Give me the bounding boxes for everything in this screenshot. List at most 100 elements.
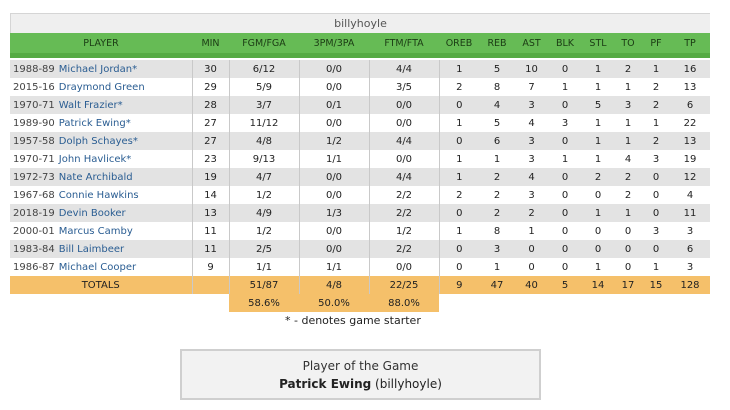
potg-team: (billyhoyle) xyxy=(375,377,442,391)
player-cell: 1989-90 Patrick Ewing* xyxy=(10,114,192,132)
player-name-link[interactable]: Walt Frazier* xyxy=(58,99,123,111)
player-rows: 1988-89 Michael Jordan* 30 6/12 0/0 4/4 1 5 10 0 1… xyxy=(10,60,710,276)
column-header-ftm-fta[interactable]: FTM/FTA xyxy=(369,33,439,58)
stat-pf: 3 xyxy=(642,150,670,168)
player-name-link[interactable]: Michael Jordan* xyxy=(58,63,138,75)
stat-tp3: 1/3 xyxy=(298,204,369,222)
3p-percentage: 50.0% xyxy=(299,294,369,312)
stat-to: 2 xyxy=(614,60,642,78)
stat-ast: 3 xyxy=(515,150,548,168)
stat-min: 19 xyxy=(191,168,229,186)
stat-fg: 4/8 xyxy=(228,132,299,150)
player-name-link[interactable]: Patrick Ewing* xyxy=(58,117,131,129)
player-name-link[interactable]: Connie Hawkins xyxy=(58,189,139,201)
stat-tp3: 1/1 xyxy=(298,258,369,276)
stat-pf: 0 xyxy=(642,168,670,186)
column-header-ast[interactable]: AST xyxy=(515,33,548,58)
stat-blk: 0 xyxy=(548,240,582,258)
stat-reb: 2 xyxy=(479,186,515,204)
stat-oreb: 0 xyxy=(439,96,479,114)
totals-tp: 128 xyxy=(670,276,710,294)
column-header-pf[interactable]: PF xyxy=(642,33,670,58)
stat-oreb: 2 xyxy=(439,78,479,96)
totals-row: TOTALS 51/87 4/8 22/25 9 47 40 5 14 17 1… xyxy=(10,276,710,294)
stat-reb: 8 xyxy=(479,78,515,96)
player-cell: 1967-68 Connie Hawkins xyxy=(10,186,192,204)
stat-stl: 1 xyxy=(582,78,614,96)
player-season: 2000-01 xyxy=(13,225,55,237)
table-row: 1972-73 Nate Archibald 19 4/7 0/0 4/4 1 2 4 0 2 2 0 1… xyxy=(10,168,710,186)
stat-ast: 0 xyxy=(515,258,548,276)
player-name-link[interactable]: Dolph Schayes* xyxy=(58,135,138,147)
player-name-link[interactable]: Bill Laimbeer xyxy=(58,243,125,255)
player-name-link[interactable]: Draymond Green xyxy=(58,81,145,93)
stat-blk: 3 xyxy=(548,114,582,132)
stat-reb: 5 xyxy=(479,114,515,132)
player-cell: 2000-01 Marcus Camby xyxy=(10,222,192,240)
stat-tp: 13 xyxy=(670,132,710,150)
table-row: 2015-16 Draymond Green 29 5/9 0/0 3/5 2 8 7 1 1 1 2 1… xyxy=(10,78,710,96)
stat-oreb: 1 xyxy=(439,60,479,78)
stat-tp3: 0/0 xyxy=(298,60,369,78)
player-season: 1986-87 xyxy=(13,261,55,273)
player-of-the-game-box: Player of the Game Patrick Ewing (billyh… xyxy=(180,349,541,400)
stat-to: 4 xyxy=(614,150,642,168)
column-header-stl[interactable]: STL xyxy=(582,33,614,58)
stat-blk: 0 xyxy=(548,186,582,204)
stat-min: 13 xyxy=(191,204,229,222)
stat-tp: 16 xyxy=(670,60,710,78)
player-name-link[interactable]: Devin Booker xyxy=(58,207,126,219)
stat-tp3: 0/0 xyxy=(298,222,369,240)
box-score-title: billyhoyle xyxy=(10,13,710,33)
stat-min: 11 xyxy=(191,222,229,240)
column-header-player[interactable]: PLAYER xyxy=(10,33,192,58)
stat-tp: 12 xyxy=(670,168,710,186)
stat-to: 1 xyxy=(614,204,642,222)
player-name-link[interactable]: Nate Archibald xyxy=(58,171,133,183)
stat-ast: 2 xyxy=(515,204,548,222)
column-header-to[interactable]: TO xyxy=(614,33,642,58)
stat-pf: 1 xyxy=(642,114,670,132)
column-header-fgm-fga[interactable]: FGM/FGA xyxy=(229,33,299,58)
stat-fg: 1/2 xyxy=(228,186,299,204)
stat-oreb: 1 xyxy=(439,150,479,168)
stat-to: 2 xyxy=(614,168,642,186)
stat-stl: 0 xyxy=(582,240,614,258)
table-row: 2018-19 Devin Booker 13 4/9 1/3 2/2 0 2 2 0 1 1 0 11 xyxy=(10,204,710,222)
player-cell: 1957-58 Dolph Schayes* xyxy=(10,132,192,150)
stat-blk: 0 xyxy=(548,132,582,150)
stat-stl: 1 xyxy=(582,150,614,168)
stat-reb: 6 xyxy=(479,132,515,150)
stat-blk: 0 xyxy=(548,204,582,222)
column-header-oreb[interactable]: OREB xyxy=(439,33,479,58)
player-name-link[interactable]: Marcus Camby xyxy=(58,225,133,237)
stat-blk: 0 xyxy=(548,96,582,114)
stat-pf: 1 xyxy=(642,258,670,276)
player-name-link[interactable]: John Havlicek* xyxy=(58,153,132,165)
player-name-link[interactable]: Michael Cooper xyxy=(58,261,137,273)
stat-fg: 6/12 xyxy=(228,60,299,78)
column-header-tp[interactable]: TP xyxy=(670,33,710,58)
stat-tp: 22 xyxy=(670,114,710,132)
column-header-blk[interactable]: BLK xyxy=(548,33,582,58)
player-cell: 1988-89 Michael Jordan* xyxy=(10,60,192,78)
stat-tp: 6 xyxy=(670,96,710,114)
stat-oreb: 0 xyxy=(439,240,479,258)
potg-heading: Player of the Game xyxy=(302,359,419,373)
stat-ft: 0/0 xyxy=(368,96,440,114)
percentage-row: 58.6% 50.0% 88.0% xyxy=(10,294,710,312)
stat-min: 27 xyxy=(191,114,229,132)
stat-ft: 3/5 xyxy=(368,78,440,96)
stat-to: 3 xyxy=(614,96,642,114)
stat-fg: 1/1 xyxy=(228,258,299,276)
column-header-3pm-3pa[interactable]: 3PM/3PA xyxy=(299,33,369,58)
column-header-reb[interactable]: REB xyxy=(479,33,515,58)
stat-fg: 3/7 xyxy=(228,96,299,114)
stat-reb: 3 xyxy=(479,240,515,258)
stat-fg: 5/9 xyxy=(228,78,299,96)
column-header-min[interactable]: MIN xyxy=(192,33,229,58)
stat-min: 9 xyxy=(191,258,229,276)
stat-to: 0 xyxy=(614,258,642,276)
stat-pf: 1 xyxy=(642,60,670,78)
stat-reb: 2 xyxy=(479,168,515,186)
